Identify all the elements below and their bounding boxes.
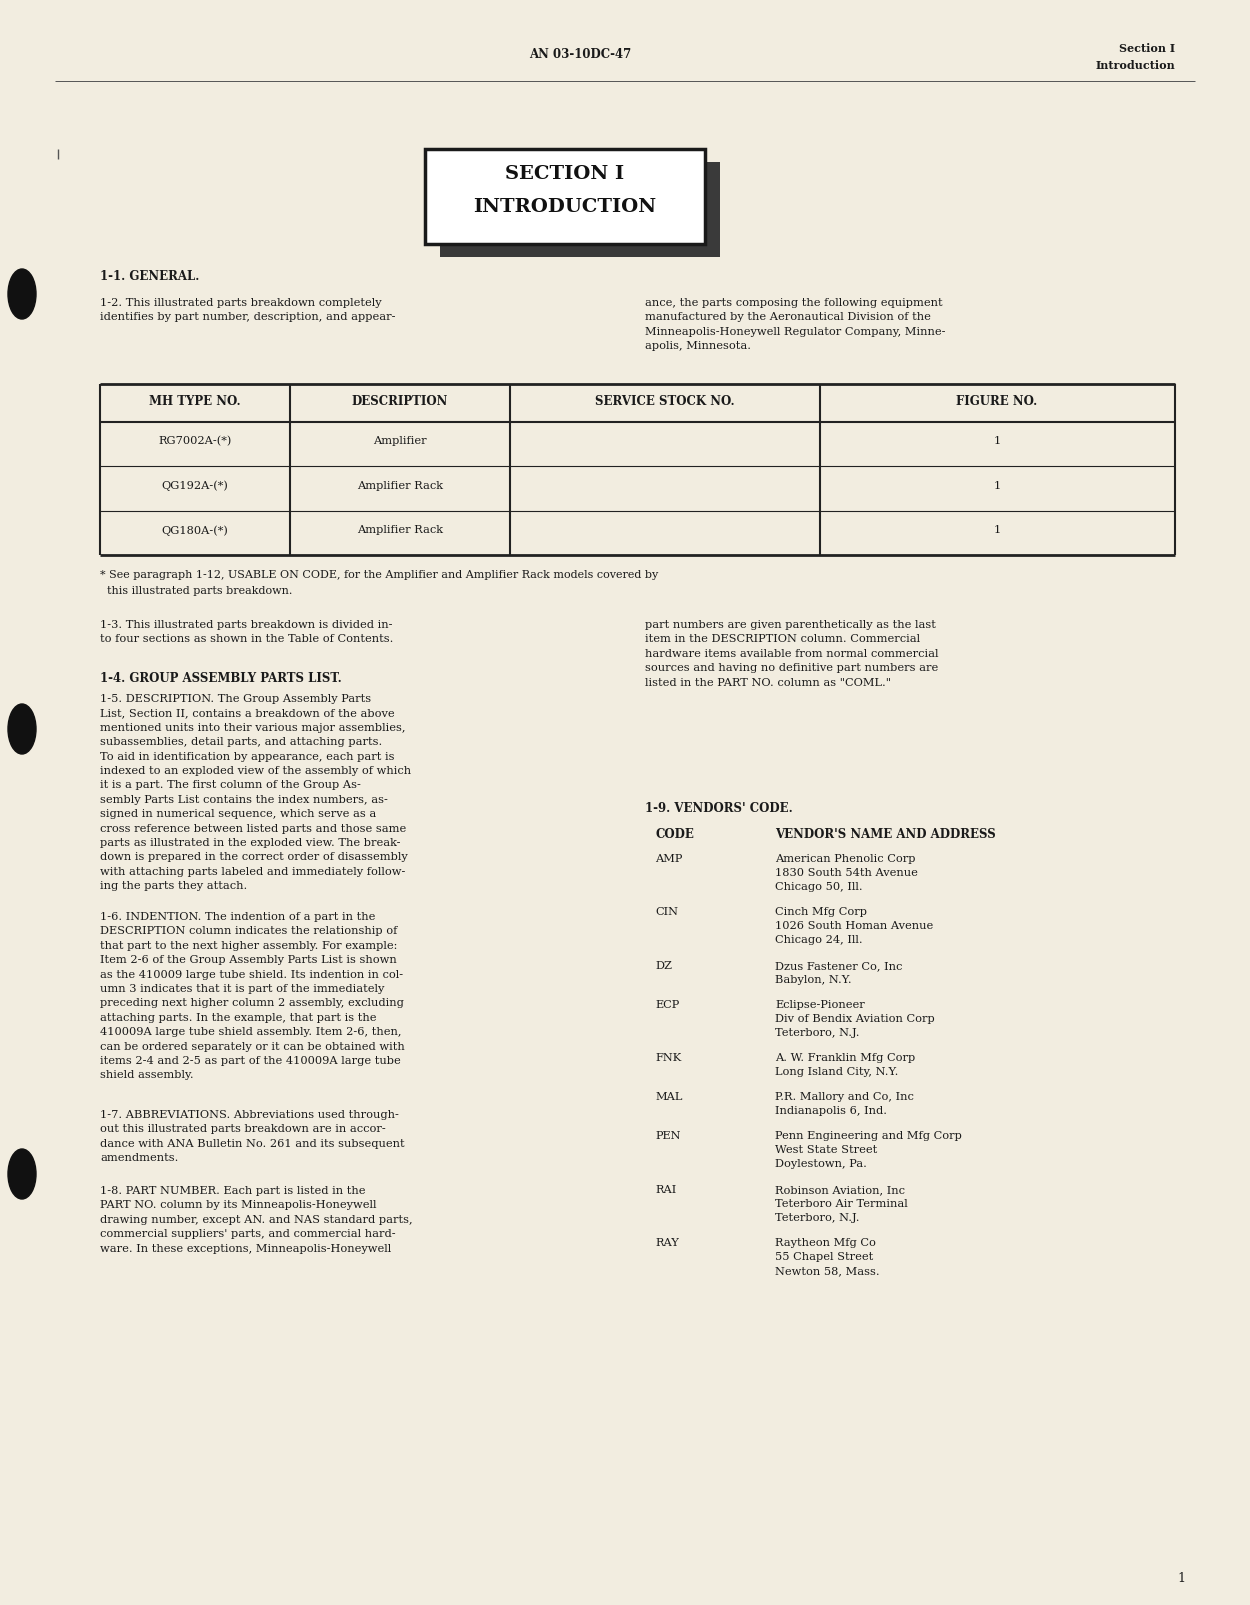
Text: 1: 1 — [994, 480, 1000, 491]
Text: ance, the parts composing the following equipment
manufactured by the Aeronautic: ance, the parts composing the following … — [645, 299, 945, 351]
Text: this illustrated parts breakdown.: this illustrated parts breakdown. — [100, 586, 292, 595]
Text: 1: 1 — [994, 437, 1000, 446]
Text: PEN: PEN — [655, 1132, 680, 1141]
Text: Raytheon Mfg Co
55 Chapel Street
Newton 58, Mass.: Raytheon Mfg Co 55 Chapel Street Newton … — [775, 1237, 880, 1276]
Text: 1-9. VENDORS' CODE.: 1-9. VENDORS' CODE. — [645, 801, 792, 814]
Text: 1-8. PART NUMBER. Each part is listed in the
PART NO. column by its Minneapolis-: 1-8. PART NUMBER. Each part is listed in… — [100, 1184, 412, 1254]
Text: Amplifier: Amplifier — [374, 437, 426, 446]
Text: SERVICE STOCK NO.: SERVICE STOCK NO. — [595, 395, 735, 408]
Text: 1-1. GENERAL.: 1-1. GENERAL. — [100, 270, 200, 282]
Text: MAL: MAL — [655, 1091, 682, 1101]
Text: AN 03-10DC-47: AN 03-10DC-47 — [529, 48, 631, 61]
Text: DESCRIPTION: DESCRIPTION — [351, 395, 449, 408]
Text: Section I: Section I — [1119, 43, 1175, 55]
Text: 1-4. GROUP ASSEMBLY PARTS LIST.: 1-4. GROUP ASSEMBLY PARTS LIST. — [100, 671, 341, 685]
Text: 1-6. INDENTION. The indention of a part in the
DESCRIPTION column indicates the : 1-6. INDENTION. The indention of a part … — [100, 912, 405, 1080]
Text: 1-7. ABBREVIATIONS. Abbreviations used through-
out this illustrated parts break: 1-7. ABBREVIATIONS. Abbreviations used t… — [100, 1109, 405, 1162]
Text: 1-2. This illustrated parts breakdown completely
identifies by part number, desc: 1-2. This illustrated parts breakdown co… — [100, 299, 395, 323]
Ellipse shape — [8, 1149, 36, 1199]
Text: P.R. Mallory and Co, Inc
Indianapolis 6, Ind.: P.R. Mallory and Co, Inc Indianapolis 6,… — [775, 1091, 914, 1115]
Text: QG192A-(*): QG192A-(*) — [161, 480, 229, 491]
Text: INTRODUCTION: INTRODUCTION — [474, 197, 656, 215]
Text: 1-5. DESCRIPTION. The Group Assembly Parts
List, Section II, contains a breakdow: 1-5. DESCRIPTION. The Group Assembly Par… — [100, 693, 411, 891]
Ellipse shape — [8, 270, 36, 319]
Text: AMP: AMP — [655, 854, 682, 863]
Text: 1: 1 — [994, 525, 1000, 534]
Text: Cinch Mfg Corp
1026 South Homan Avenue
Chicago 24, Ill.: Cinch Mfg Corp 1026 South Homan Avenue C… — [775, 907, 934, 945]
Ellipse shape — [8, 705, 36, 754]
Text: Dzus Fastener Co, Inc
Babylon, N.Y.: Dzus Fastener Co, Inc Babylon, N.Y. — [775, 960, 902, 984]
Text: QG180A-(*): QG180A-(*) — [161, 525, 229, 534]
Text: part numbers are given parenthetically as the last
item in the DESCRIPTION colum: part numbers are given parenthetically a… — [645, 620, 939, 687]
Text: ECP: ECP — [655, 1000, 679, 1010]
Text: CODE: CODE — [655, 828, 694, 841]
Text: SECTION I: SECTION I — [505, 165, 625, 183]
Text: RAI: RAI — [655, 1184, 676, 1194]
FancyBboxPatch shape — [440, 162, 720, 258]
Text: FIGURE NO.: FIGURE NO. — [956, 395, 1038, 408]
Text: Eclipse-Pioneer
Div of Bendix Aviation Corp
Teterboro, N.J.: Eclipse-Pioneer Div of Bendix Aviation C… — [775, 1000, 935, 1037]
Text: 1: 1 — [1178, 1571, 1185, 1584]
FancyBboxPatch shape — [425, 149, 705, 246]
Text: Amplifier Rack: Amplifier Rack — [357, 525, 442, 534]
Text: Introduction: Introduction — [1095, 59, 1175, 71]
Text: 1-3. This illustrated parts breakdown is divided in-
to four sections as shown i: 1-3. This illustrated parts breakdown is… — [100, 620, 394, 644]
Text: Robinson Aviation, Inc
Teterboro Air Terminal
Teterboro, N.J.: Robinson Aviation, Inc Teterboro Air Ter… — [775, 1184, 908, 1223]
Text: FNK: FNK — [655, 1053, 681, 1063]
Text: CIN: CIN — [655, 907, 678, 916]
Text: * See paragraph 1-12, USABLE ON CODE, for the Amplifier and Amplifier Rack model: * See paragraph 1-12, USABLE ON CODE, fo… — [100, 570, 659, 579]
Text: American Phenolic Corp
1830 South 54th Avenue
Chicago 50, Ill.: American Phenolic Corp 1830 South 54th A… — [775, 854, 918, 891]
Text: DZ: DZ — [655, 960, 672, 971]
Text: RG7002A-(*): RG7002A-(*) — [159, 437, 231, 446]
Text: Amplifier Rack: Amplifier Rack — [357, 480, 442, 491]
Text: MH TYPE NO.: MH TYPE NO. — [149, 395, 241, 408]
Text: RAY: RAY — [655, 1237, 679, 1247]
Text: VENDOR'S NAME AND ADDRESS: VENDOR'S NAME AND ADDRESS — [775, 828, 996, 841]
Text: Penn Engineering and Mfg Corp
West State Street
Doylestown, Pa.: Penn Engineering and Mfg Corp West State… — [775, 1132, 962, 1168]
Text: A. W. Franklin Mfg Corp
Long Island City, N.Y.: A. W. Franklin Mfg Corp Long Island City… — [775, 1053, 915, 1077]
